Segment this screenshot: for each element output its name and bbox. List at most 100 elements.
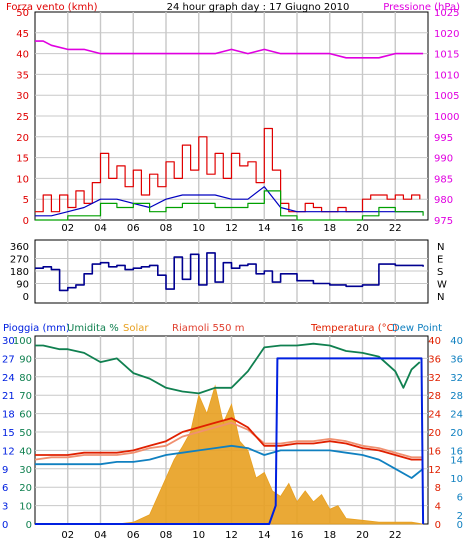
panel3-x-tick-label: 20: [356, 530, 369, 541]
pressure-y-tick-label: 1005: [434, 91, 459, 102]
temperature-axis-label: Temperatura (°C): [310, 323, 398, 334]
humidity-y-tick-label: 90: [19, 354, 32, 365]
rain-y-tick-label: 18: [2, 410, 15, 421]
compass-label: N: [437, 242, 444, 253]
dewpoint-y-tick-label: 6: [457, 492, 463, 503]
pressure-y-tick-label: 985: [434, 174, 453, 185]
wind-y-tick-label: 30: [16, 91, 29, 102]
humidity-y-tick-label: 40: [19, 446, 32, 457]
rain-y-tick-label: 9: [2, 465, 8, 476]
wind-y-tick-label: 5: [23, 195, 29, 206]
pressure-y-tick-label: 1000: [434, 112, 459, 123]
series-direction: [35, 252, 424, 292]
temperature-y-tick-label: 12: [428, 465, 441, 476]
temperature-y-tick-label: 16: [428, 446, 441, 457]
temperature-y-tick-label: 4: [435, 502, 441, 513]
panel1-x-tick-label: 12: [225, 223, 238, 234]
panel1-x-tick-label: 20: [356, 223, 369, 234]
wind-y-tick-label: 15: [16, 154, 29, 165]
panel1-x-tick-label: 22: [389, 223, 402, 234]
dewpoint-y-tick-label: 32: [450, 373, 463, 384]
temperature-y-tick-label: 8: [435, 483, 441, 494]
temperature-y-tick-label: 36: [428, 354, 441, 365]
panel3-x-tick-label: 10: [192, 530, 205, 541]
wind-y-tick-label: 40: [16, 50, 29, 61]
series-solar: [35, 384, 424, 525]
compass-label: W: [437, 280, 447, 291]
wind-y-tick-label: 0: [23, 216, 29, 227]
compass-label: E: [437, 255, 443, 266]
wind-axis-label: Forza vento (kmh): [6, 2, 98, 13]
temperature-y-tick-label: 40: [428, 336, 441, 347]
humidity-axis-label: Umidita %: [67, 323, 119, 334]
direction-y-tick-label: 90: [16, 280, 29, 291]
panel3-x-tick-label: 06: [127, 530, 140, 541]
series-temperature_riamoli: [34, 421, 424, 461]
panel3-x-tick-label: 16: [291, 530, 304, 541]
panel3-x-tick-label: 14: [258, 530, 271, 541]
direction-y-tick-label: 360: [10, 242, 29, 253]
wind-y-tick-label: 45: [16, 29, 29, 40]
panel3-x-tick-label: 22: [389, 530, 402, 541]
humidity-y-tick-label: 60: [19, 410, 32, 421]
pressure-y-tick-label: 980: [434, 195, 453, 206]
series-pressure: [35, 40, 424, 59]
pressure-y-tick-label: 1010: [434, 70, 459, 81]
dewpoint-y-tick-label: 36: [450, 354, 463, 365]
humidity-y-tick-label: 10: [19, 502, 32, 513]
dewpoint-y-tick-label: 24: [450, 410, 463, 421]
rain-y-tick-label: 15: [2, 428, 15, 439]
pressure-y-tick-label: 1025: [434, 8, 459, 19]
dewpoint-axis-label: Dew Point: [392, 323, 442, 334]
dewpoint-y-tick-label: 2: [457, 511, 463, 522]
dewpoint-y-tick-label: 28: [450, 391, 463, 402]
humidity-y-tick-label: 0: [26, 520, 32, 531]
dewpoint-y-tick-label: 40: [450, 336, 463, 347]
direction-y-tick-label: 270: [10, 255, 29, 266]
wind-y-tick-label: 20: [16, 133, 29, 144]
series-rain: [35, 357, 425, 525]
panel1-x-tick-label: 18: [323, 223, 336, 234]
series-dewpoint: [35, 444, 424, 479]
dewpoint-y-tick-label: 16: [450, 446, 463, 457]
rain-y-tick-label: 6: [2, 483, 8, 494]
humidity-y-tick-label: 20: [19, 483, 32, 494]
temperature-y-tick-label: 24: [428, 410, 441, 421]
rain-y-tick-label: 21: [2, 391, 15, 402]
humidity-y-tick-label: 80: [19, 373, 32, 384]
wind-y-tick-label: 10: [16, 174, 29, 185]
solar-label: Solar: [123, 323, 149, 334]
direction-y-tick-label: 0: [23, 292, 29, 303]
compass-label: S: [437, 267, 443, 278]
panel1-x-tick-label: 14: [258, 223, 271, 234]
humidity-y-tick-label: 50: [19, 428, 32, 439]
panel1-x-tick-label: 16: [291, 223, 304, 234]
dewpoint-y-tick-label: 10: [450, 474, 463, 485]
panel3-x-tick-label: 04: [94, 530, 107, 541]
panel3-x-tick-label: 08: [160, 530, 173, 541]
panel1-x-tick-label: 10: [192, 223, 205, 234]
panel-wind-pressure: 0510152025303540455097598098599099510001…: [16, 8, 459, 234]
wind-y-tick-label: 25: [16, 112, 29, 123]
panel1-x-tick-label: 06: [127, 223, 140, 234]
rain-y-tick-label: 3: [2, 502, 8, 513]
rain-y-tick-label: 27: [2, 354, 15, 365]
temperature-y-tick-label: 28: [428, 391, 441, 402]
pressure-y-tick-label: 1020: [434, 29, 459, 40]
pressure-y-tick-label: 975: [434, 216, 453, 227]
direction-y-tick-label: 180: [10, 267, 29, 278]
rain-y-tick-label: 24: [2, 373, 15, 384]
humidity-y-tick-label: 70: [19, 391, 32, 402]
rain-y-tick-label: 0: [2, 520, 8, 531]
pressure-y-tick-label: 990: [434, 154, 453, 165]
temperature-y-tick-label: 32: [428, 373, 441, 384]
series-humidity: [35, 342, 421, 395]
pressure-axis-label: Pressione (hPa): [383, 2, 460, 13]
dewpoint-y-tick-label: 20: [450, 428, 463, 439]
rain-axis-label: Pioggia (mm): [3, 323, 70, 334]
compass-label: N: [437, 292, 444, 303]
humidity-y-tick-label: 30: [19, 465, 32, 476]
temperature-y-tick-label: 0: [435, 520, 441, 531]
